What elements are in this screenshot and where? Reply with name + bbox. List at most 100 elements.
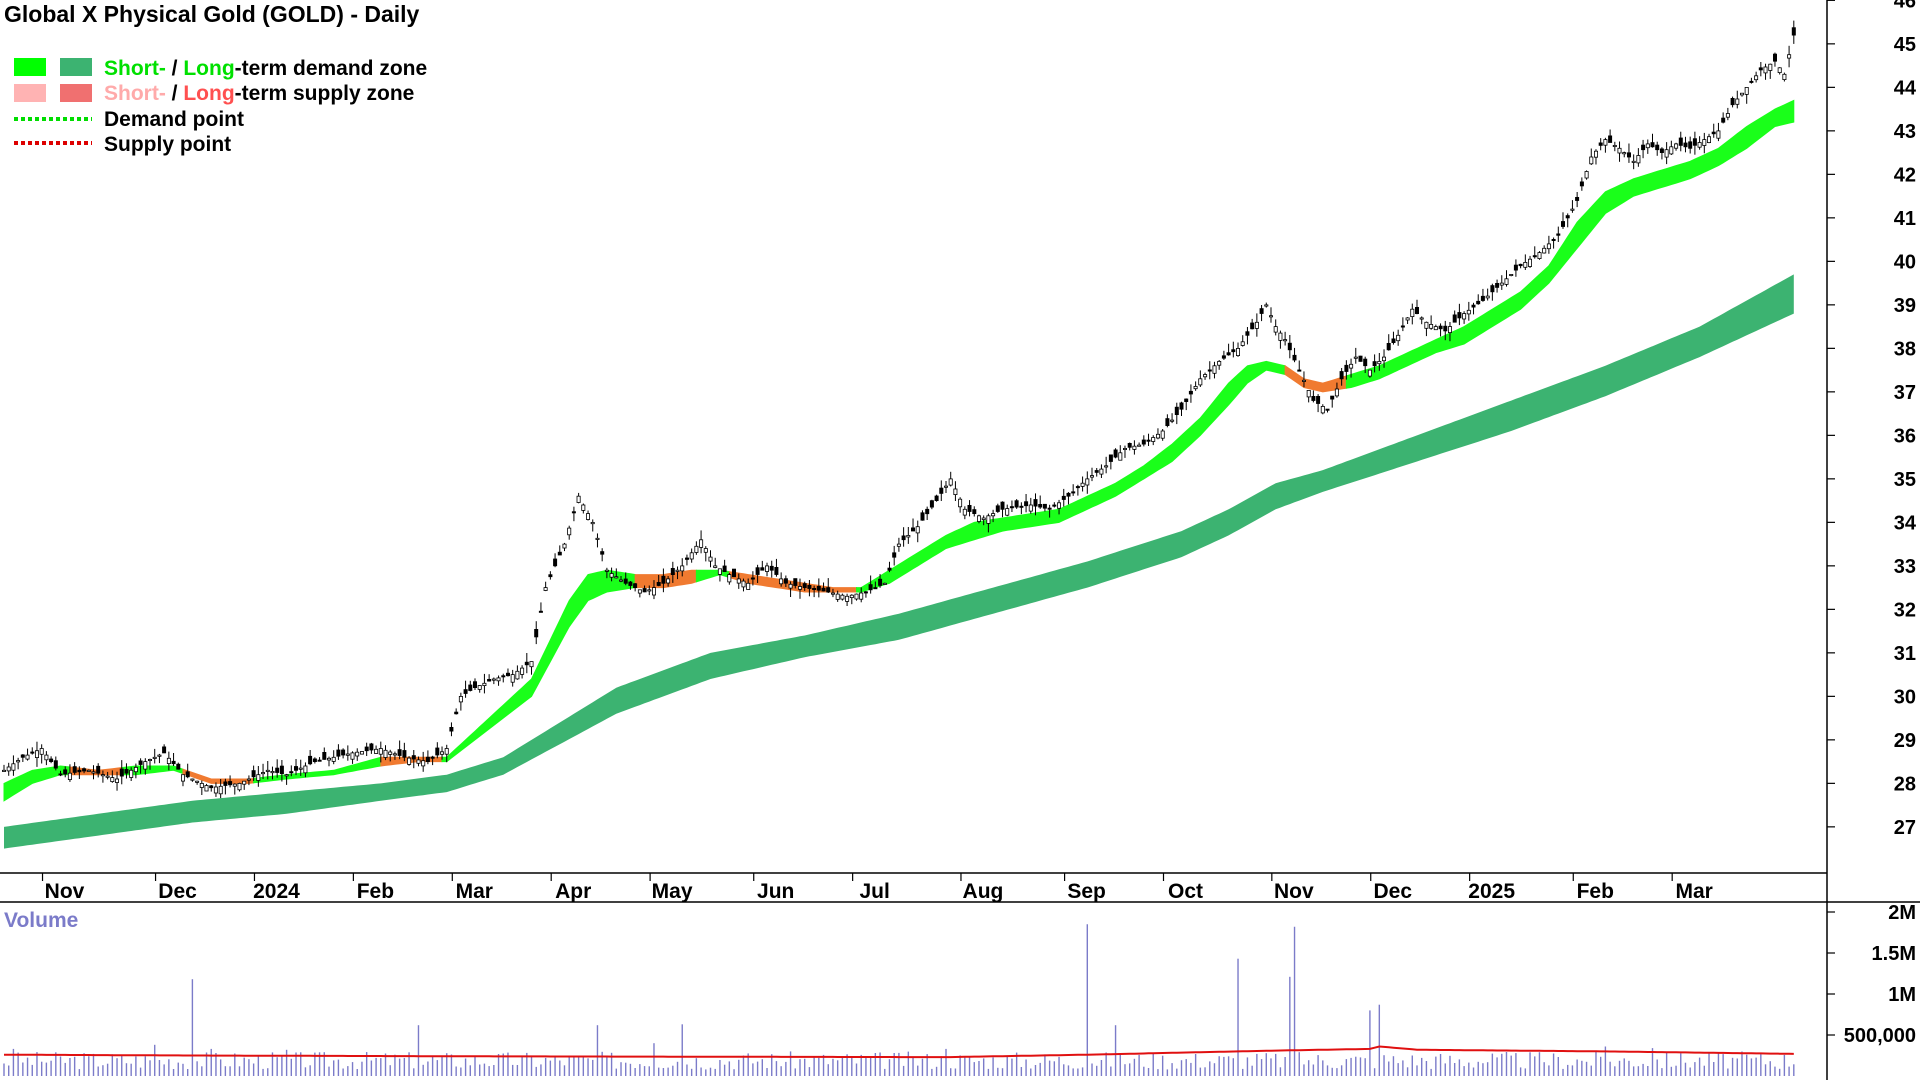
- candle-body: [1113, 449, 1118, 458]
- candle-body: [1575, 196, 1580, 201]
- candle-body: [586, 513, 591, 520]
- candle-body: [854, 593, 859, 600]
- candle-body: [581, 504, 586, 511]
- candle-body: [981, 517, 986, 521]
- candle-body: [82, 768, 87, 772]
- candle-body: [1740, 92, 1745, 96]
- legend-text-segment: -term demand zone: [235, 57, 428, 80]
- candle-body: [1725, 113, 1730, 118]
- candle-body: [1542, 247, 1547, 254]
- volume-average: [4, 1045, 1794, 1059]
- candle-body: [543, 587, 548, 591]
- price-tick-label: 45: [1894, 34, 1916, 56]
- candle-body: [1452, 314, 1457, 323]
- legend-label-demand-zone: Short- / Long-term demand zone: [104, 57, 427, 80]
- candle-body: [1518, 263, 1523, 267]
- candle-body: [1283, 339, 1288, 342]
- legend-text-segment: Long: [183, 82, 234, 105]
- volume-label: Volume: [4, 909, 78, 932]
- candle-body: [491, 678, 496, 681]
- candle-body: [439, 751, 444, 755]
- candle-body: [458, 696, 463, 703]
- candle-body: [388, 751, 393, 755]
- volume-average-line: [4, 1045, 1794, 1059]
- candle-body: [209, 785, 214, 789]
- candle-body: [600, 551, 605, 555]
- candle-body: [124, 769, 129, 774]
- candle-body: [341, 749, 346, 756]
- legend-item-demand-point: Demand point: [14, 108, 244, 131]
- candle-body: [223, 781, 228, 786]
- candle-body: [1664, 149, 1669, 158]
- candle-body: [1316, 395, 1321, 404]
- candle-body: [1636, 155, 1641, 164]
- date-tick-label: Nov: [45, 880, 85, 903]
- chart-title: Global X Physical Gold (GOLD) - Daily: [4, 1, 420, 27]
- candle-body: [1608, 135, 1613, 143]
- candle-body: [1033, 499, 1038, 507]
- candle-body: [1462, 313, 1467, 320]
- candle-body: [1259, 308, 1264, 314]
- candle-body: [1551, 238, 1556, 241]
- candle-body: [1170, 419, 1175, 422]
- legend-text-segment: -term supply zone: [235, 82, 415, 105]
- candle-body: [58, 773, 63, 776]
- candle-body: [1631, 160, 1636, 163]
- candle-body: [967, 504, 972, 512]
- candle-body: [548, 574, 553, 578]
- candle-body: [944, 485, 949, 488]
- legend-swatch-long-supply: [60, 84, 92, 102]
- price-tick-label: 28: [1894, 773, 1916, 795]
- candle-body: [392, 753, 397, 756]
- candle-body: [845, 595, 850, 602]
- candle-body: [1245, 331, 1250, 336]
- candle-body: [345, 753, 350, 756]
- candle-body: [666, 578, 671, 584]
- candle-body: [892, 552, 897, 558]
- candle-body: [63, 769, 68, 775]
- candle-body: [1377, 360, 1382, 365]
- candle-body: [16, 760, 21, 763]
- candle-body: [308, 755, 313, 765]
- candle-body: [882, 582, 887, 585]
- candle-body: [571, 511, 576, 514]
- candle-body: [637, 589, 642, 594]
- candle-body: [783, 578, 788, 584]
- candle-body: [204, 785, 209, 792]
- candle-body: [1429, 323, 1434, 329]
- candle-body: [6, 766, 11, 772]
- candle-body: [53, 760, 58, 769]
- candle-body: [1415, 306, 1420, 314]
- candle-body: [1057, 502, 1062, 509]
- candle-body: [1334, 388, 1339, 397]
- price-tick-label: 42: [1894, 164, 1916, 186]
- candle-body: [920, 512, 925, 521]
- candle-body: [1754, 75, 1759, 81]
- candle-body: [1612, 144, 1617, 147]
- candle-body: [449, 727, 454, 732]
- date-tick-label: Apr: [555, 880, 591, 903]
- candle-body: [213, 786, 218, 794]
- candle-body: [1532, 255, 1537, 258]
- candle-body: [1678, 137, 1683, 146]
- candle-body: [270, 771, 275, 774]
- candle-body: [1565, 215, 1570, 219]
- candle-body: [652, 587, 657, 596]
- candle-body: [868, 584, 873, 591]
- candle-body: [1320, 405, 1325, 414]
- candle-body: [1410, 308, 1415, 318]
- candle-body: [411, 755, 416, 760]
- candle-body: [1014, 500, 1019, 508]
- candle-body: [129, 769, 134, 778]
- candle-body: [1782, 73, 1787, 81]
- date-tick-label: Dec: [158, 880, 197, 903]
- candle-body: [1123, 447, 1128, 450]
- volume-tick-label: 500,000: [1844, 1025, 1916, 1047]
- candle-body: [1721, 117, 1726, 123]
- candle-body: [1509, 273, 1514, 276]
- price-tick-label: 40: [1894, 251, 1916, 273]
- candle-body: [887, 567, 892, 571]
- candle-body: [96, 765, 101, 774]
- candle-body: [1443, 325, 1448, 332]
- candle-body: [1683, 142, 1688, 148]
